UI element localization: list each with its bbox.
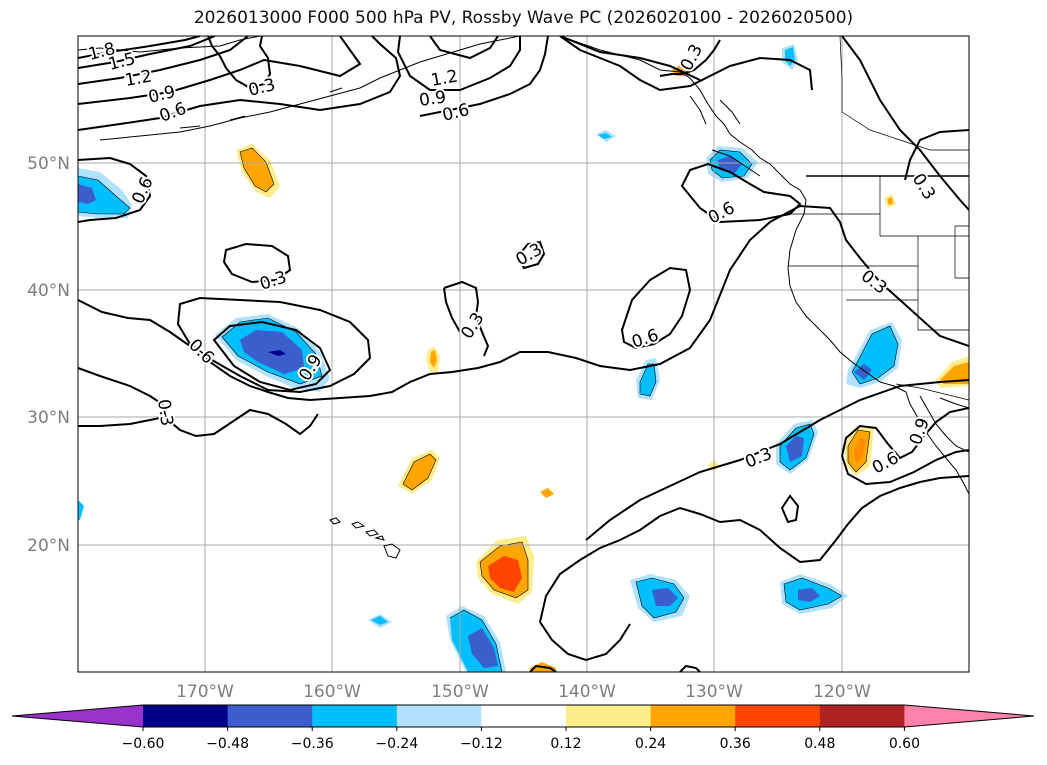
map-frame: [77, 35, 970, 673]
colorbar-segment: [481, 705, 567, 727]
colorbar-segment: [819, 705, 905, 727]
colorbar-tick-label: −0.12: [460, 736, 503, 752]
colorbar-segment: [143, 705, 229, 727]
lon-label-150w: 150°W: [431, 682, 489, 702]
contour-label: 0.9: [418, 87, 448, 111]
colorbar-tick-label: 0.36: [720, 736, 751, 752]
colorbar-extend-max: [904, 705, 1034, 727]
lat-label-20n: 20°N: [27, 536, 70, 556]
lon-label-130w: 130°W: [685, 682, 743, 702]
colorbar-segment: [312, 705, 398, 727]
lon-label-170w: 170°W: [176, 682, 234, 702]
colorbar-segment: [650, 705, 736, 727]
colorbar-tick-label: 0.24: [635, 736, 666, 752]
lat-label-30n: 30°N: [27, 408, 70, 428]
lon-label-160w: 160°W: [303, 682, 361, 702]
colorbar-tick-label: −0.24: [375, 736, 418, 752]
lat-label-50n: 50°N: [27, 154, 70, 174]
colorbar-tick-label: 0.60: [889, 736, 920, 752]
colorbar-segment: [396, 705, 482, 727]
lon-label-140w: 140°W: [558, 682, 616, 702]
colorbar-tick-label: −0.36: [291, 736, 334, 752]
lat-label-40n: 40°N: [27, 281, 70, 301]
pv-contours: [78, 36, 969, 672]
contour-label: 0.3: [153, 398, 177, 428]
colorbar-segment: [566, 705, 652, 727]
lon-labels: 170°W 160°W 150°W 140°W 130°W 120°W: [176, 682, 871, 702]
lat-labels: 50°N 40°N 30°N 20°N: [27, 154, 70, 556]
pv-shading: [78, 44, 969, 672]
gridlines: [78, 36, 969, 672]
colorbar: −0.60 −0.48 −0.36 −0.24 −0.12 0.12 0.24 0.36 0.4…: [11, 704, 1035, 752]
colorbar-tick-label: 0.12: [550, 736, 581, 752]
colorbar-extend-min: [12, 705, 143, 727]
colorbar-tick-label: 0.48: [804, 736, 835, 752]
plot-title: 2026013000 F000 500 hPa PV, Rossby Wave …: [193, 8, 854, 28]
colorbar-segment: [735, 705, 821, 727]
colorbar-segment: [227, 705, 313, 727]
lon-label-120w: 120°W: [813, 682, 871, 702]
colorbar-tick-label: −0.60: [122, 736, 165, 752]
colorbar-tick-label: −0.48: [206, 736, 249, 752]
